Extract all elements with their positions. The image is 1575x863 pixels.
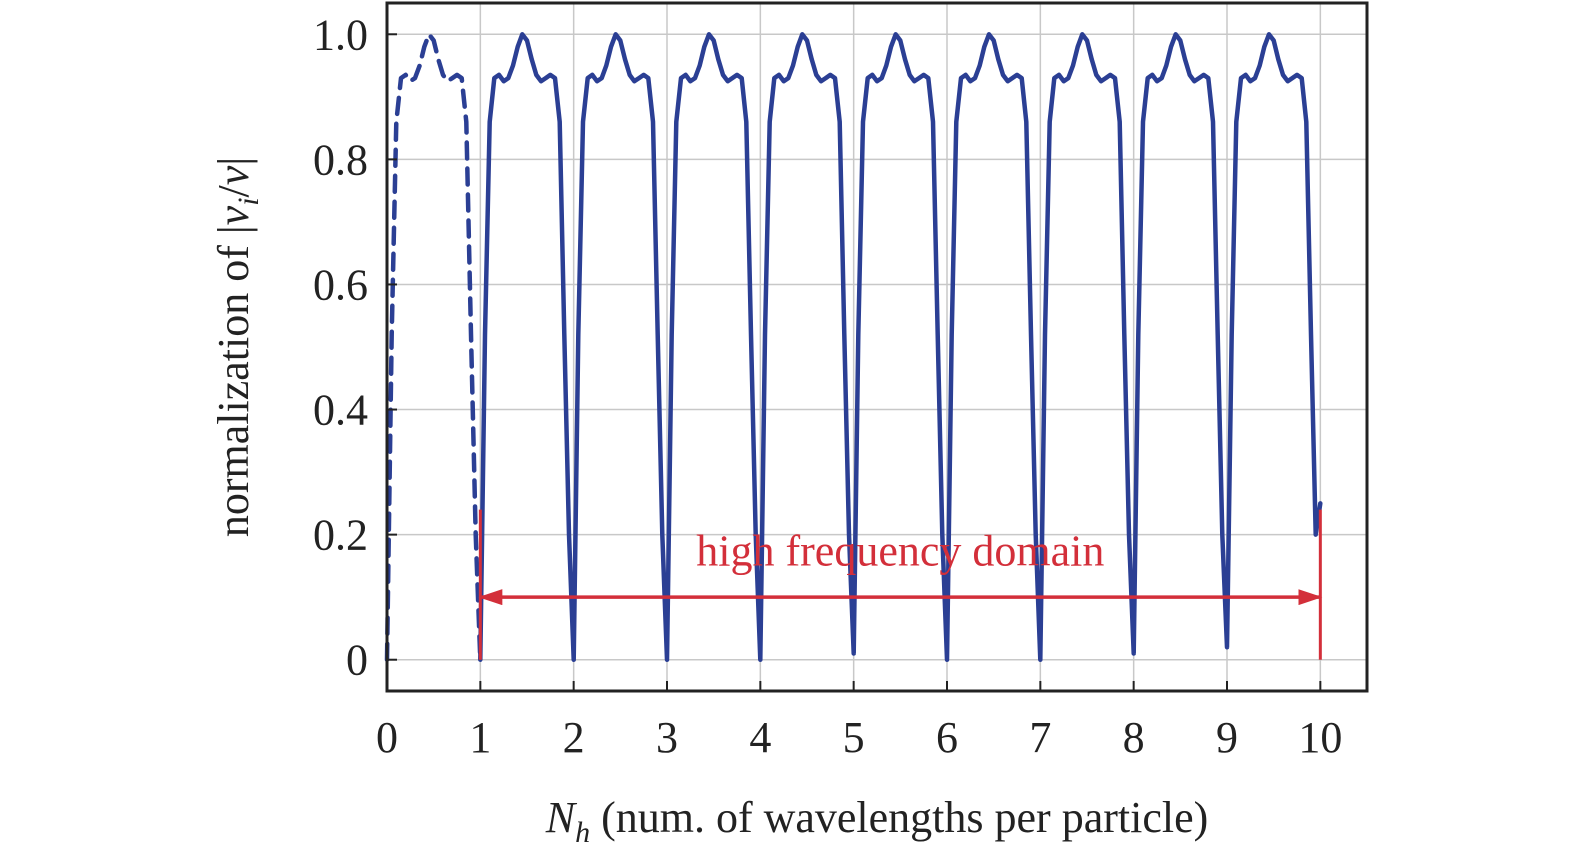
y-axis-label-sub: i — [232, 197, 265, 205]
y-axis-label-v2: v — [209, 165, 258, 185]
x-tick-label: 6 — [936, 713, 958, 762]
y-axis-label-v1: v — [209, 205, 258, 225]
x-tick-label: 8 — [1123, 713, 1145, 762]
y-tick-label: 0.6 — [313, 260, 368, 309]
high-frequency-annotation: high frequency domain — [478, 509, 1323, 660]
annotation-text: high frequency domain — [696, 526, 1104, 575]
x-axis-label: Nh (num. of wavelengths per particle) — [545, 793, 1209, 849]
x-axis-label-symbol: N — [545, 793, 578, 842]
x-tick-label: 4 — [749, 713, 771, 762]
x-axis-label-text: (num. of wavelengths per particle) — [590, 793, 1208, 842]
data-series — [384, 32, 1323, 662]
x-tick-label: 5 — [843, 713, 865, 762]
y-axis-label-sep: / — [209, 184, 258, 197]
x-tick-label: 3 — [656, 713, 678, 762]
y-axis-label: normalization of |vi/v| — [209, 157, 265, 537]
x-axis-label-subscript: h — [575, 816, 590, 849]
y-tick-label: 1.0 — [313, 10, 368, 59]
x-tick-label: 0 — [376, 713, 398, 762]
x-tick-label: 1 — [469, 713, 491, 762]
grid-lines — [386, 3, 1367, 691]
y-axis-label-prefix: normalization of | — [209, 225, 258, 537]
series-line-dashed — [384, 32, 483, 662]
x-tick-label: 7 — [1029, 713, 1051, 762]
y-axis-label-suffix: | — [209, 157, 258, 166]
y-tick-label: 0.2 — [313, 511, 368, 560]
y-tick-label: 0.8 — [313, 135, 368, 184]
y-tick-label: 0.4 — [313, 386, 368, 435]
x-tick-label: 9 — [1216, 713, 1238, 762]
x-tick-label: 10 — [1298, 713, 1342, 762]
y-tick-label: 0 — [346, 636, 368, 685]
series-line-solid — [478, 32, 1323, 662]
axes: 0 1 2 3 4 5 6 7 8 9 10 0 0.2 0.4 0.6 0.8 1.0 — [313, 10, 1342, 762]
plot-frame — [385, 1, 1369, 693]
x-tick-label: 2 — [563, 713, 585, 762]
